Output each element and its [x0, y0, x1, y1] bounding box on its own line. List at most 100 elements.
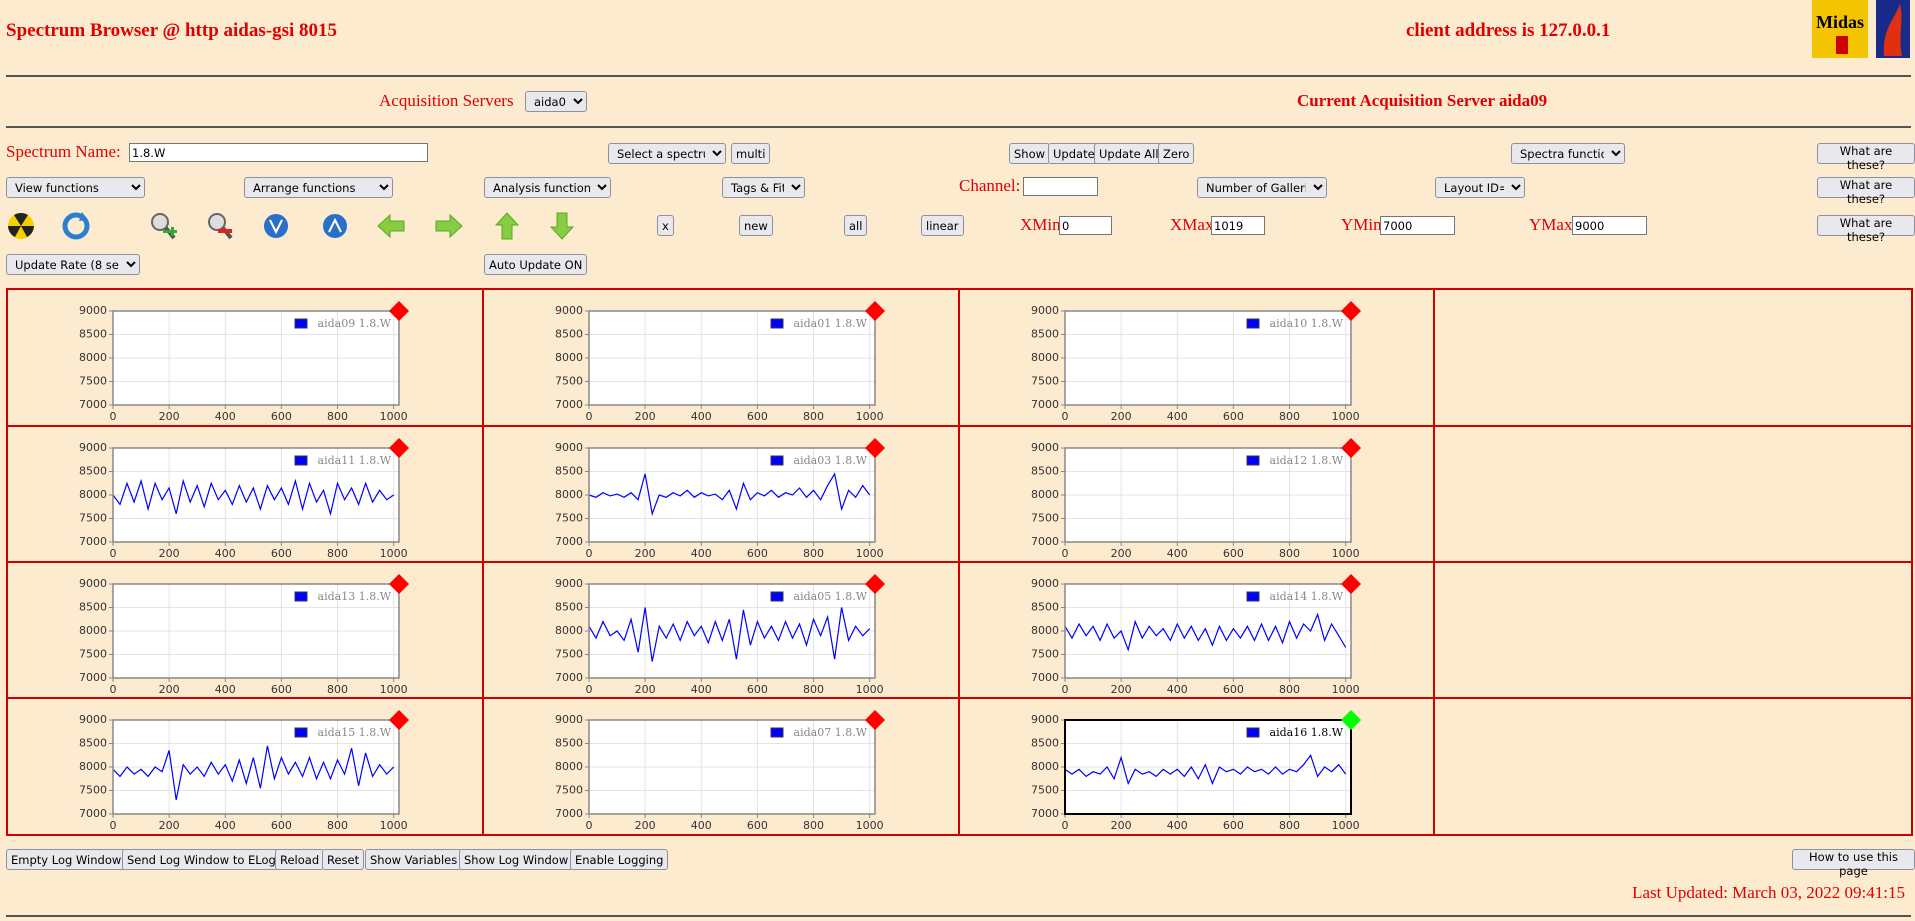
spectrum-line — [588, 607, 871, 662]
galleries-select[interactable]: Number of Galleries — [1197, 177, 1327, 198]
up-icon[interactable] — [323, 214, 347, 238]
footer-button[interactable]: Empty Log Window — [6, 849, 127, 870]
spectrum-chart[interactable]: 7000 7500 8000 8500 9000 0 200 400 600 800 1000 aid… — [8, 290, 482, 425]
spectrum-chart[interactable]: 7000 7500 8000 8500 9000 0 200 400 600 800 1000 aid… — [960, 563, 1434, 698]
down-icon[interactable] — [264, 214, 288, 238]
x-tick-label: 600 — [271, 547, 292, 560]
footer-button[interactable]: Reset — [322, 849, 365, 870]
xmax-input[interactable] — [1211, 216, 1265, 235]
server-select[interactable]: aida09 — [525, 91, 587, 112]
status-marker — [389, 710, 409, 730]
all-button[interactable]: all — [844, 215, 868, 236]
spectrum-chart[interactable]: 7000 7500 8000 8500 9000 0 200 400 600 800 1000 aid… — [960, 290, 1434, 425]
gallery-cell: 7000 7500 8000 8500 9000 0 200 400 600 800 1000 aid… — [8, 427, 484, 563]
y-tick-label: 8500 — [79, 737, 107, 750]
footer-button[interactable]: Show Log Window — [459, 849, 574, 870]
spectra-functions[interactable]: Spectra functions — [1511, 143, 1625, 164]
ymax-input[interactable] — [1572, 216, 1647, 235]
y-tick-label: 9000 — [1031, 304, 1059, 317]
spectrum-chart[interactable]: 7000 7500 8000 8500 9000 0 200 400 600 800 1000 aid… — [484, 427, 958, 562]
status-marker — [865, 438, 885, 458]
tags-fits[interactable]: Tags & Fits — [722, 177, 805, 198]
channel-label: Channel: — [959, 176, 1021, 195]
ymin-input[interactable] — [1380, 216, 1455, 235]
multi-button[interactable]: multi — [731, 143, 771, 164]
footer-button[interactable]: Enable Logging — [570, 849, 669, 870]
x-tick-label: 1000 — [1332, 819, 1360, 832]
spectrum-chart[interactable]: 7000 7500 8000 8500 9000 0 200 400 600 800 1000 aid… — [484, 563, 958, 698]
x-tick-label: 400 — [215, 410, 236, 423]
spectrum-select[interactable]: Select a spectrum — [608, 143, 726, 164]
spectrum-chart[interactable]: 7000 7500 8000 8500 9000 0 200 400 600 800 1000 aid… — [8, 427, 482, 562]
refresh-icon[interactable] — [62, 212, 90, 240]
y-tick-label: 9000 — [79, 304, 107, 317]
x-tick-label: 200 — [159, 410, 180, 423]
x-tick-label: 800 — [1279, 547, 1300, 560]
y-tick-label: 8500 — [555, 737, 583, 750]
xmin-input[interactable] — [1059, 216, 1112, 235]
x-tick-label: 800 — [327, 410, 348, 423]
footer-button[interactable]: Show Variables — [365, 849, 463, 870]
radiation-icon[interactable] — [8, 212, 34, 239]
x-tick-label: 1000 — [1332, 547, 1360, 560]
y-tick-label: 7000 — [555, 535, 583, 548]
gallery-cell: 7000 7500 8000 8500 9000 0 200 400 600 800 1000 aid… — [8, 290, 484, 427]
x-tick-label: 400 — [1167, 683, 1188, 696]
spectrum-chart[interactable]: 7000 7500 8000 8500 9000 0 200 400 600 800 1000 aid… — [484, 290, 958, 425]
new-button[interactable]: new — [739, 215, 773, 236]
y-tick-label: 8000 — [555, 760, 583, 773]
show-button[interactable]: Show — [1009, 143, 1051, 164]
linear-button[interactable]: linear — [921, 215, 964, 236]
down-arrow[interactable] — [549, 212, 575, 240]
x-button[interactable]: x — [657, 215, 674, 236]
y-tick-label: 9000 — [79, 441, 107, 454]
legend-label: aida01 1.8.W — [794, 317, 868, 330]
x-tick-label: 200 — [159, 683, 180, 696]
gallery-cell — [1435, 290, 1911, 427]
footer-button[interactable]: Send Log Window to ELog — [122, 849, 281, 870]
legend-label: aida15 1.8.W — [318, 726, 392, 739]
spectrum-chart[interactable]: 7000 7500 8000 8500 9000 0 200 400 600 800 1000 aid… — [8, 563, 482, 698]
x-tick-label: 400 — [691, 683, 712, 696]
gallery-cell: 7000 7500 8000 8500 9000 0 200 400 600 800 1000 aid… — [960, 699, 1435, 834]
spectrum-chart[interactable]: 7000 7500 8000 8500 9000 0 200 400 600 800 1000 aid… — [8, 699, 482, 834]
help-button[interactable]: What are these? — [1817, 215, 1915, 244]
status-marker — [865, 574, 885, 594]
view-functions[interactable]: View functions — [6, 177, 145, 198]
x-tick-label: 800 — [803, 683, 824, 696]
toolbar-icons — [8, 212, 575, 240]
spectrum-chart[interactable]: 7000 7500 8000 8500 9000 0 200 400 600 800 1000 aid… — [484, 699, 958, 834]
help-button[interactable]: What are these? — [1817, 177, 1915, 206]
x-tick-label: 600 — [1223, 819, 1244, 832]
channel-input[interactable] — [1023, 177, 1098, 196]
left-arrow[interactable] — [377, 213, 405, 239]
arrange-functions[interactable]: Arrange functions — [244, 177, 393, 198]
auto-update-button[interactable]: Auto Update ON — [484, 254, 588, 275]
footer-button[interactable]: Reload — [275, 849, 325, 870]
up-arrow[interactable] — [494, 212, 520, 240]
update-all-button[interactable]: Update All — [1094, 143, 1164, 164]
spectrum-chart[interactable]: 7000 7500 8000 8500 9000 0 200 400 600 800 1000 aid… — [960, 427, 1434, 562]
update-rate[interactable]: Update Rate (8 secs) — [6, 254, 140, 275]
spectrum-input[interactable] — [129, 143, 428, 162]
spectrum-chart[interactable]: 7000 7500 8000 8500 9000 0 200 400 600 800 1000 aid… — [960, 699, 1434, 834]
plot-frame — [588, 447, 876, 543]
layout-select[interactable]: Layout ID=7 — [1435, 177, 1525, 198]
right-arrow[interactable] — [435, 213, 463, 239]
status-marker — [865, 301, 885, 321]
footer-button[interactable]: How to use this page — [1792, 849, 1915, 878]
y-tick-label: 8000 — [79, 624, 107, 637]
x-tick-label: 400 — [691, 819, 712, 832]
help-button[interactable]: What are these? — [1817, 143, 1915, 172]
x-tick-label: 400 — [215, 819, 236, 832]
x-tick-label: 0 — [1062, 683, 1069, 696]
y-tick-label: 8500 — [555, 328, 583, 341]
plot-frame — [112, 447, 400, 543]
zero-button[interactable]: Zero — [1158, 143, 1195, 164]
gallery-cell — [1435, 427, 1911, 563]
update-button[interactable]: Update — [1048, 143, 1100, 164]
zoom-in-icon[interactable] — [151, 213, 177, 240]
x-tick-label: 1000 — [856, 683, 884, 696]
analysis-functions[interactable]: Analysis functions — [484, 177, 611, 198]
zoom-out-icon[interactable] — [208, 213, 233, 240]
